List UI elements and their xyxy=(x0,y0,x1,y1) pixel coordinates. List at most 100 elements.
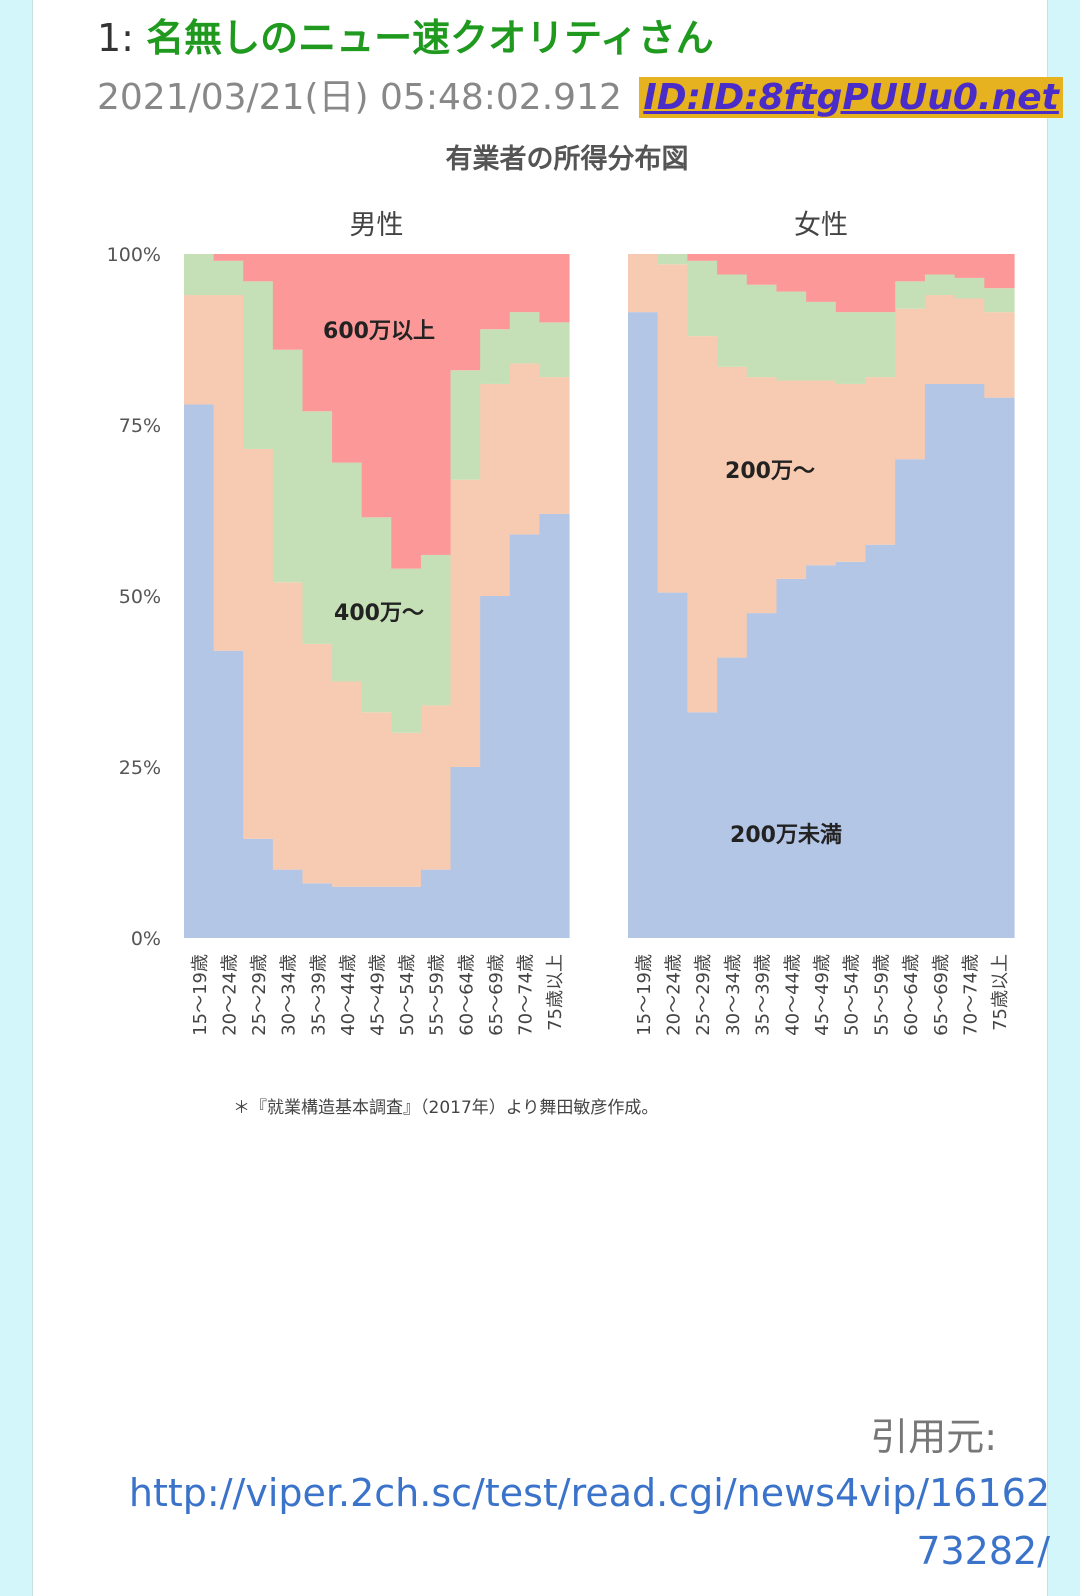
x-tick-label: 35〜39歳 xyxy=(753,954,774,1036)
chart-svg: 有業者の所得分布図 100% 75% 50% 25% 0% 男性 15〜19歳 20〜24歳 25… xyxy=(107,144,1015,1118)
bar-segment-under-200-band xyxy=(420,869,452,938)
bar-segment-400-600-band xyxy=(954,277,985,299)
bar-segment-over-600-band xyxy=(243,254,274,282)
bar-segment-400-600-band xyxy=(806,301,837,381)
x-tick-label: 60〜64歳 xyxy=(456,954,477,1036)
bar-segment-200-400-band xyxy=(895,308,926,460)
x-tick-label: 25〜29歳 xyxy=(249,954,270,1036)
bar-segment-200-400-band xyxy=(243,448,274,839)
bar-segment-200-400-band xyxy=(332,681,363,887)
bar-segment-over-600-band xyxy=(835,254,867,313)
post-datetime: 2021/03/21(日) 05:48:02.912 xyxy=(97,77,622,118)
bar-segment-200-400-band xyxy=(835,383,867,562)
bar-segment-400-600-band xyxy=(361,517,392,713)
bar-segment-400-600-band xyxy=(391,568,422,733)
x-tick-label: 50〜54歳 xyxy=(397,954,418,1036)
bar-segment-400-600-band xyxy=(450,370,481,480)
bar-segment-over-600-band xyxy=(717,254,748,275)
x-tick-label: 20〜24歳 xyxy=(219,954,240,1036)
bar-segment-200-400-band xyxy=(509,363,540,535)
bar-segment-over-600-band xyxy=(954,254,985,278)
bar-segment-under-200-band xyxy=(806,565,837,938)
bar-segment-under-200-band xyxy=(184,404,215,939)
bar-segment-over-600-band xyxy=(746,254,778,285)
bar-segment-over-600-band xyxy=(509,254,540,313)
bar-segment-under-200-band xyxy=(687,712,718,938)
chart-title: 有業者の所得分布図 xyxy=(446,144,689,175)
bar-segment-200-400-band xyxy=(984,312,1015,398)
x-tick-label: 75歳以上 xyxy=(545,954,566,1031)
bar-segment-over-600-band xyxy=(420,254,452,555)
bar-segment-over-600-band xyxy=(895,254,926,282)
bar-segment-200-400-band xyxy=(450,479,481,767)
x-tick-label: 60〜64歳 xyxy=(901,954,922,1036)
bar-segment-200-400-band xyxy=(865,377,896,545)
bar-segment-200-400-band xyxy=(657,264,688,593)
bar-segment-under-200-band xyxy=(243,838,274,938)
bar-segment-200-400-band xyxy=(717,366,748,658)
bar-segment-under-200-band xyxy=(835,561,867,938)
bar-segment-over-600-band xyxy=(302,254,333,412)
bar-segment-400-600-band xyxy=(984,288,1015,313)
y-tick-label: 25% xyxy=(119,757,161,779)
bar-segment-over-600-band xyxy=(213,254,244,261)
post-meta: 2021/03/21(日) 05:48:02.912 ID:ID:8ftgPUU… xyxy=(97,72,1063,124)
bar-segment-400-600-band xyxy=(924,274,956,296)
bar-segment-400-600-band xyxy=(302,411,333,644)
bar-segment-under-200-band xyxy=(450,767,481,938)
y-tick-label: 100% xyxy=(107,244,161,266)
bar-segment-under-200-band xyxy=(539,513,570,938)
bar-segment-400-600-band xyxy=(687,260,718,337)
x-tick-label: 40〜44歳 xyxy=(782,954,803,1036)
bar-segment-400-600-band xyxy=(865,312,896,378)
x-tick-label: 30〜34歳 xyxy=(279,954,300,1036)
bar-segment-under-200-band xyxy=(776,578,807,938)
x-tick-label: 30〜34歳 xyxy=(723,954,744,1036)
bar-segment-under-200-band xyxy=(895,459,926,938)
x-tick-label: 20〜24歳 xyxy=(664,954,685,1036)
bar-segment-200-400-band xyxy=(776,380,807,579)
income-distribution-chart: 有業者の所得分布図 100% 75% 50% 25% 0% 男性 15〜19歳 20〜24歳 25… xyxy=(93,140,1053,1160)
bar-segment-over-600-band xyxy=(361,254,392,518)
bar-segment-400-600-band xyxy=(717,274,748,367)
bar-segment-200-400-band xyxy=(213,295,244,651)
bar-segment-400-600-band xyxy=(657,254,688,265)
bar-segment-over-600-band xyxy=(539,254,570,323)
bar-segment-under-200-band xyxy=(213,650,244,938)
bar-segment-400-600-band xyxy=(420,554,452,706)
bar-segment-over-600-band xyxy=(806,254,837,302)
bar-segment-200-400-band xyxy=(480,383,511,596)
bar-segment-200-400-band xyxy=(361,712,392,887)
bar-segment-under-200-band xyxy=(391,886,422,938)
x-tick-label: 65〜69歳 xyxy=(486,954,507,1036)
y-tick-label: 50% xyxy=(119,586,161,608)
x-tick-label: 45〜49歳 xyxy=(368,954,389,1036)
chart-footnote: ＊『就業構造基本調査』（2017年）より舞田敏彦作成。 xyxy=(233,1098,658,1118)
bar-segment-200-400-band xyxy=(924,295,956,384)
x-tick-label: 15〜19歳 xyxy=(634,954,655,1036)
band-label: 200万未満 xyxy=(730,822,842,848)
post-header: 1: 名無しのニュー速クオリティさん xyxy=(97,12,714,64)
bar-segment-over-600-band xyxy=(776,254,807,292)
x-tick-label: 75歳以上 xyxy=(990,954,1011,1031)
panel-title: 男性 xyxy=(350,210,404,241)
bar-segment-400-600-band xyxy=(895,281,926,309)
source-link[interactable]: http://viper.2ch.sc/test/read.cgi/news4v… xyxy=(128,1471,1050,1573)
band-label: 600万以上 xyxy=(323,319,435,344)
y-tick-label: 0% xyxy=(131,928,161,950)
band-label: 200万〜 xyxy=(725,459,815,484)
bar-segment-400-600-band xyxy=(480,329,511,384)
poster-name[interactable]: 名無しのニュー速クオリティさん xyxy=(146,16,714,60)
bar-segment-under-200-band xyxy=(361,886,392,938)
bar-segment-400-600-band xyxy=(184,254,215,296)
bar-segment-400-600-band xyxy=(539,322,570,378)
bar-segment-400-600-band xyxy=(776,291,807,381)
bar-segment-400-600-band xyxy=(332,462,363,682)
bar-segment-over-600-band xyxy=(687,254,718,261)
x-tick-label: 55〜59歳 xyxy=(871,954,892,1036)
x-tick-label: 70〜74歳 xyxy=(516,954,537,1036)
bar-segment-200-400-band xyxy=(539,377,570,514)
bar-segment-200-400-band xyxy=(687,336,718,713)
bar-segment-200-400-band xyxy=(806,380,837,566)
poster-id[interactable]: ID:ID:8ftgPUUu0.net xyxy=(639,77,1063,118)
